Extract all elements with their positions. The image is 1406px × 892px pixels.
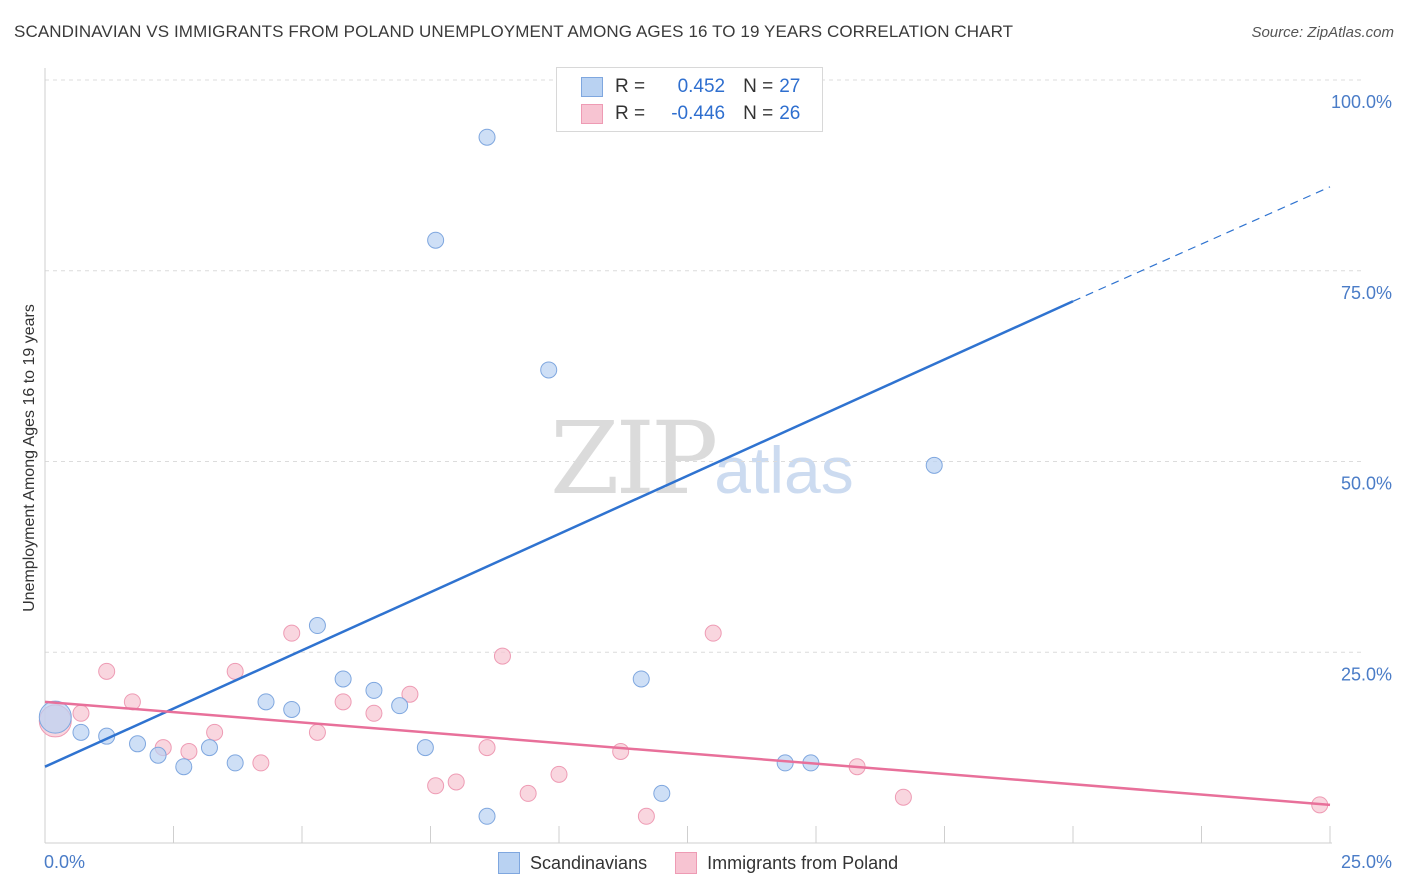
y-tick-label: 75.0% — [1341, 283, 1392, 303]
watermark-zip: ZIP — [550, 400, 718, 517]
scandinavian-point — [38, 700, 72, 734]
scandinavian-point — [308, 617, 326, 635]
legend-row-poland: R = -0.446 N = 26 — [581, 102, 800, 126]
scandinavian-point — [391, 697, 409, 715]
poland-point — [180, 742, 198, 760]
scandinavian-point — [365, 681, 383, 699]
poland-point — [98, 662, 116, 680]
scandinavian-point — [257, 693, 275, 711]
scandinavian-point — [632, 670, 650, 688]
watermark: ZIPatlas — [550, 400, 854, 517]
poland-point — [894, 788, 912, 806]
legend-r-value: -0.446 — [671, 103, 726, 124]
legend-swatch-blue — [581, 77, 603, 97]
scandinavian-point — [925, 456, 943, 474]
poland-point — [283, 624, 301, 642]
poland-trendline — [44, 700, 1331, 807]
watermark-atlas: atlas — [714, 433, 854, 507]
scandinavian-point — [653, 784, 671, 802]
y-axis-title: Unemployment Among Ages 16 to 19 years — [21, 304, 38, 612]
y-tick-label: 25.0% — [1341, 664, 1392, 684]
scandinavian-trendline-extension — [1072, 186, 1331, 302]
series-swatch-pink — [675, 852, 698, 874]
legend-n-value: 26 — [779, 103, 801, 124]
poland-point — [493, 647, 511, 665]
scandinavian-point — [226, 754, 244, 772]
y-tick-label: 100.0% — [1331, 92, 1392, 112]
poland-point — [612, 742, 630, 760]
scandinavian-point — [478, 128, 496, 146]
scandinavian-point — [478, 807, 496, 825]
series-legend-label: Immigrants from Poland — [707, 852, 899, 873]
poland-point — [550, 765, 568, 783]
poland-point — [519, 784, 537, 802]
legend-r-label: R = — [615, 76, 646, 97]
scandinavian-point — [72, 723, 90, 741]
correlation-legend: R = 0.452 N = 27 R = -0.446 N = 26 — [556, 67, 823, 132]
series-legend-scandinavians[interactable]: Scandinavians — [498, 852, 647, 874]
poland-point — [72, 704, 90, 722]
poland-point — [308, 723, 326, 741]
scandinavian-point — [776, 754, 794, 772]
legend-r-value: 0.452 — [677, 76, 726, 97]
chart-title: SCANDINAVIAN VS IMMIGRANTS FROM POLAND U… — [14, 22, 1014, 41]
legend-n-label: N = — [743, 76, 774, 97]
poland-point — [447, 773, 465, 791]
poland-point — [206, 723, 224, 741]
scandinavian-point — [540, 361, 558, 379]
scandinavian-point — [427, 231, 445, 249]
legend-n-label: N = — [743, 103, 774, 124]
scandinavian-point — [200, 739, 218, 757]
scandinavian-point — [416, 739, 434, 757]
poland-point — [704, 624, 722, 642]
poland-point — [252, 754, 270, 772]
series-legend-poland[interactable]: Immigrants from Poland — [675, 852, 898, 874]
poland-point — [427, 777, 445, 795]
poland-point — [365, 704, 383, 722]
legend-swatch-pink — [581, 104, 603, 124]
scandinavian-point — [175, 758, 193, 776]
x-axis-max-label: 25.0% — [1340, 852, 1392, 872]
poland-point — [637, 807, 655, 825]
series-swatch-blue — [498, 852, 520, 874]
x-axis-min-label: 0.0% — [44, 852, 86, 872]
scandinavian-trendline — [44, 300, 1074, 768]
scandinavian-point — [149, 746, 167, 764]
scandinavian-point — [129, 735, 147, 753]
series-legend: Scandinavians Immigrants from Poland — [498, 852, 926, 874]
poland-point — [478, 739, 496, 757]
series-legend-label: Scandinavians — [530, 852, 648, 873]
poland-point — [334, 693, 352, 711]
legend-row-scandinavians: R = 0.452 N = 27 — [581, 75, 800, 99]
legend-r-label: R = — [615, 103, 646, 124]
poland-point — [401, 685, 419, 703]
legend-n-value: 27 — [779, 76, 801, 97]
scandinavian-point — [334, 670, 352, 688]
y-tick-label: 50.0% — [1341, 474, 1392, 494]
scandinavian-point — [283, 700, 301, 718]
chart-source: Source: ZipAtlas.com — [1251, 24, 1394, 41]
